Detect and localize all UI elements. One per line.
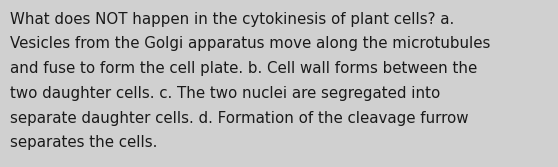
Text: two daughter cells. c. The two nuclei are segregated into: two daughter cells. c. The two nuclei ar… xyxy=(10,86,440,101)
Text: separates the cells.: separates the cells. xyxy=(10,135,157,150)
Text: What does NOT happen in the cytokinesis of plant cells? a.: What does NOT happen in the cytokinesis … xyxy=(10,12,454,27)
Text: separate daughter cells. d. Formation of the cleavage furrow: separate daughter cells. d. Formation of… xyxy=(10,111,469,126)
Text: Vesicles from the Golgi apparatus move along the microtubules: Vesicles from the Golgi apparatus move a… xyxy=(10,36,490,51)
Text: and fuse to form the cell plate. b. Cell wall forms between the: and fuse to form the cell plate. b. Cell… xyxy=(10,61,477,76)
